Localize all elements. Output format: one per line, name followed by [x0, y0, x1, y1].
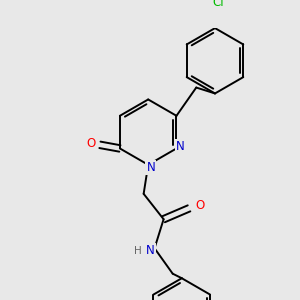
Text: O: O: [195, 199, 205, 212]
Text: O: O: [86, 137, 95, 150]
Text: N: N: [176, 140, 184, 153]
Text: N: N: [146, 161, 155, 174]
Text: N: N: [146, 244, 154, 257]
Text: H: H: [134, 246, 142, 256]
Text: Cl: Cl: [213, 0, 224, 9]
